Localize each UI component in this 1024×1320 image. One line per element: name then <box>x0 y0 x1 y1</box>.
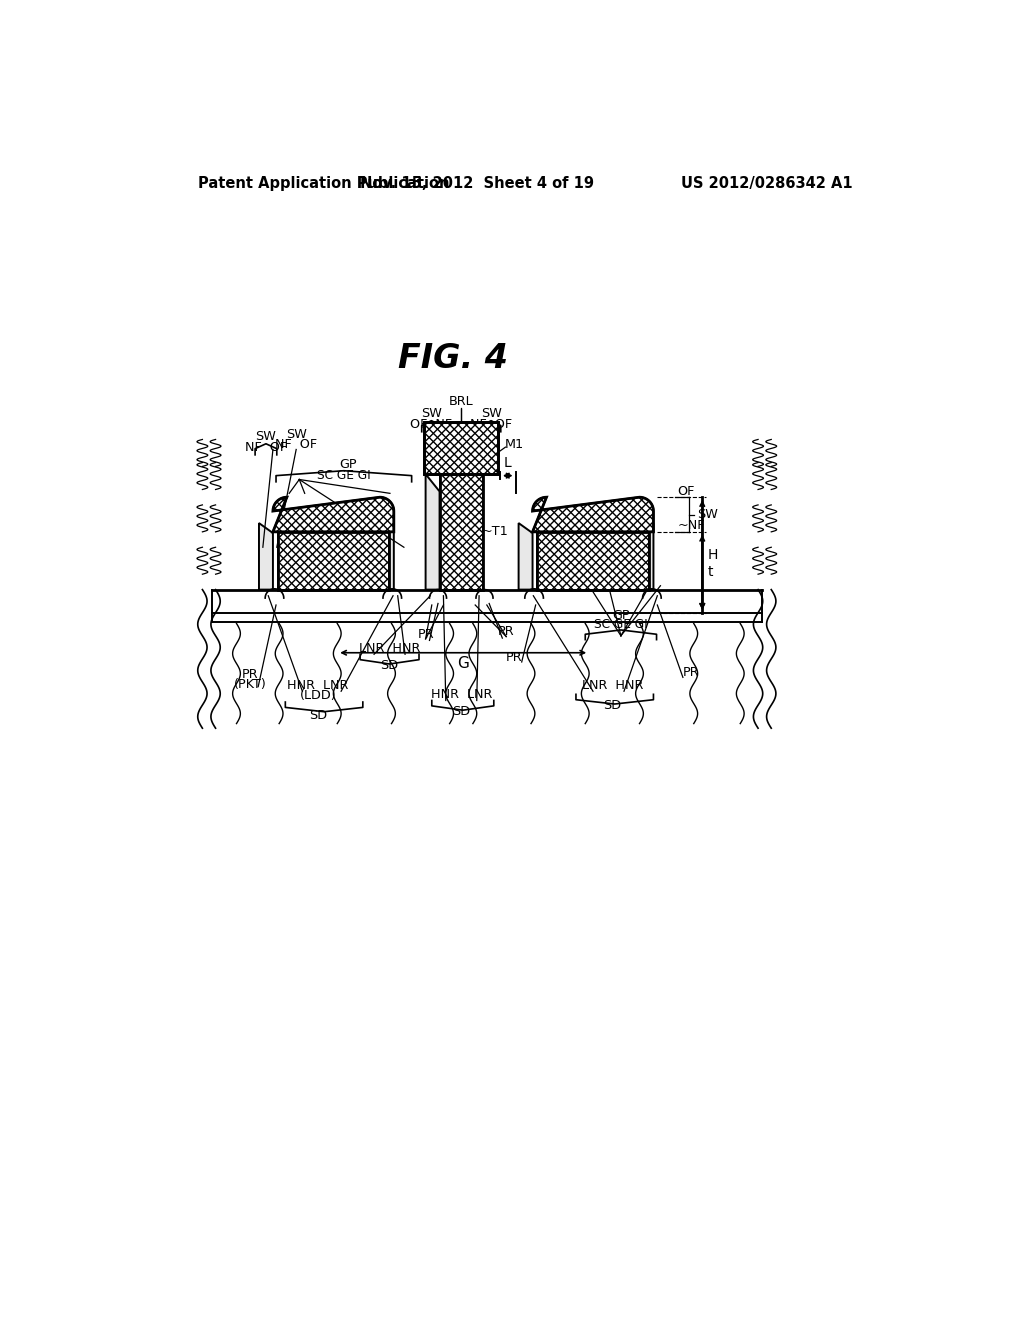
Text: PR: PR <box>506 651 522 664</box>
Text: GP: GP <box>339 458 356 471</box>
Text: BRL: BRL <box>449 395 473 408</box>
Text: SD: SD <box>381 659 398 672</box>
Text: ~T1: ~T1 <box>482 525 509 539</box>
Text: PR: PR <box>242 668 259 681</box>
Text: (LDD): (LDD) <box>300 689 336 702</box>
Text: M1: M1 <box>505 438 523 451</box>
Text: SC GE GI: SC GE GI <box>317 469 371 482</box>
Text: H: H <box>708 548 718 562</box>
Text: NF  OF: NF OF <box>275 438 317 451</box>
Text: t: t <box>708 565 713 579</box>
Text: G: G <box>458 656 469 671</box>
Polygon shape <box>518 523 532 590</box>
Text: US 2012/0286342 A1: US 2012/0286342 A1 <box>681 176 853 190</box>
Text: SD: SD <box>453 705 470 718</box>
Polygon shape <box>469 474 483 590</box>
Polygon shape <box>424 422 499 474</box>
Text: Nov. 15, 2012  Sheet 4 of 19: Nov. 15, 2012 Sheet 4 of 19 <box>359 176 594 190</box>
Text: LNR  HNR: LNR HNR <box>582 680 643 693</box>
Text: HNR  LNR: HNR LNR <box>430 688 492 701</box>
Polygon shape <box>538 532 649 590</box>
Polygon shape <box>380 523 394 590</box>
Text: OF  NF: OF NF <box>411 417 453 430</box>
Text: SW: SW <box>480 407 502 420</box>
Text: SW: SW <box>421 407 441 420</box>
Text: OF: OF <box>678 484 695 498</box>
Text: NF  OF: NF OF <box>470 417 512 430</box>
Text: SC GE GI: SC GE GI <box>594 618 648 631</box>
Polygon shape <box>439 474 483 590</box>
Text: L: L <box>504 457 512 470</box>
Polygon shape <box>273 498 394 532</box>
Text: Patent Application Publication: Patent Application Publication <box>198 176 450 190</box>
Text: PR: PR <box>682 667 699 680</box>
Polygon shape <box>259 523 273 590</box>
Polygon shape <box>278 532 389 590</box>
Polygon shape <box>426 474 439 590</box>
Text: FIG. 4: FIG. 4 <box>398 342 509 375</box>
Text: NF  OF: NF OF <box>245 441 287 454</box>
Text: SW: SW <box>697 508 718 521</box>
Text: ~NF: ~NF <box>678 519 705 532</box>
Text: SW: SW <box>286 428 306 441</box>
Text: LNR  HNR: LNR HNR <box>358 642 420 655</box>
Text: PR: PR <box>418 628 434 640</box>
Text: SD: SD <box>309 709 327 722</box>
Text: SW: SW <box>256 430 276 444</box>
Text: (PKT): (PKT) <box>234 677 267 690</box>
Text: HNR  LNR: HNR LNR <box>287 680 348 693</box>
Text: SD: SD <box>603 698 622 711</box>
Polygon shape <box>532 498 653 532</box>
Text: GP: GP <box>612 609 630 622</box>
Text: PR: PR <box>498 626 514 639</box>
Polygon shape <box>640 523 653 590</box>
